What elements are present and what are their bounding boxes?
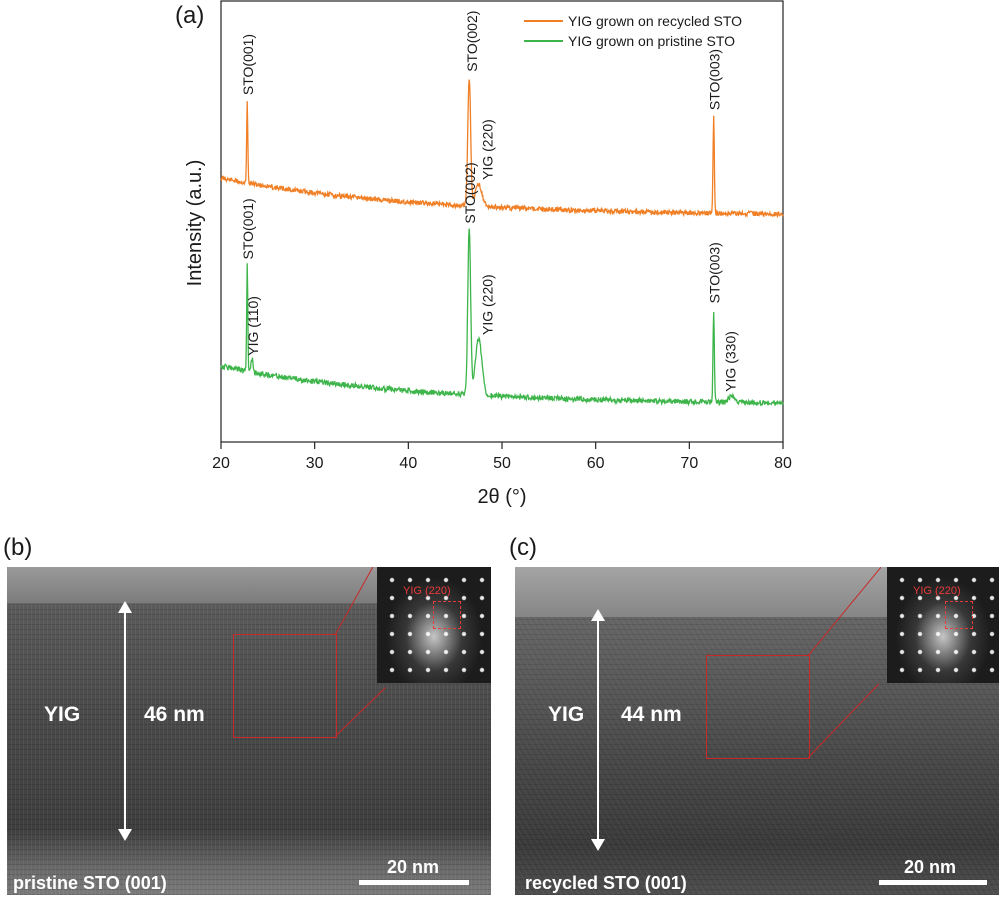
x-tick-label: 60	[587, 455, 605, 472]
legend: YIG grown on recycled STO YIG grown on p…	[524, 13, 742, 49]
layer-label: YIG	[44, 703, 81, 726]
legend-label-recycled: YIG grown on recycled STO	[568, 13, 742, 29]
series-line-recycled	[220, 79, 784, 219]
fft-inset: YIG (220)	[377, 567, 491, 683]
fft-selection-box	[945, 601, 973, 629]
panel-c-label: (c)	[509, 534, 537, 561]
peak-label: YIG (220)	[480, 119, 496, 180]
thickness-label: 46 nm	[144, 703, 205, 726]
x-tick-label: 80	[774, 455, 792, 472]
x-tick-label: 70	[680, 455, 698, 472]
substrate-label: pristine STO (001)	[13, 873, 167, 893]
tem-image-pristine: YIG (220) YIG 46 nm 20 nm pristine STO (…	[7, 567, 491, 895]
thickness-arrow	[118, 601, 132, 841]
peak-label: YIG (110)	[245, 296, 261, 356]
scale-bar	[879, 880, 987, 885]
tem-image-recycled: YIG (220) YIG 44 nm 20 nm recycled STO (…	[515, 567, 999, 895]
x-tick-label: 30	[306, 455, 324, 472]
scale-bar-label: 20 nm	[387, 857, 440, 877]
peak-labels: STO(001) STO(002)YIG (220)STO(003)STO(001…	[240, 11, 738, 392]
legend-label-pristine: YIG grown on pristine STO	[568, 33, 735, 49]
peak-label: STO(002)	[462, 162, 478, 223]
x-tick-label: 20	[212, 455, 230, 472]
y-axis-label: Intensity (a.u.)	[184, 160, 206, 287]
series-line-pristine	[220, 228, 784, 407]
zoom-box	[706, 655, 810, 759]
fft-center-glow	[887, 567, 999, 683]
series-lines	[220, 79, 784, 407]
xrd-chart: 20 30 40 50 60 70 80 STO(001) STO(002)YIG (220)…	[184, 0, 792, 508]
fft-inset-label: YIG (220)	[913, 585, 961, 597]
peak-label: STO(001)	[240, 34, 256, 95]
peak-label: YIG (330)	[722, 331, 738, 392]
fft-inset: YIG (220)	[887, 567, 999, 683]
peak-label: STO(003)	[707, 49, 723, 110]
peak-label: YIG (220)	[480, 274, 496, 335]
panel-a-label: (a)	[175, 2, 205, 29]
plot-frame	[220, 0, 784, 443]
thickness-label: 44 nm	[621, 703, 682, 726]
thickness-arrow	[591, 609, 605, 851]
x-tick-label: 40	[399, 455, 417, 472]
panel-b-label: (b)	[3, 534, 33, 561]
fft-selection-box	[433, 601, 461, 629]
peak-label: STO(002)	[464, 11, 480, 72]
peak-label: STO(001)	[240, 198, 256, 259]
fft-inset-label: YIG (220)	[403, 585, 451, 597]
x-ticks: 20 30 40 50 60 70 80	[212, 442, 792, 472]
substrate-label: recycled STO (001)	[525, 873, 687, 893]
fft-center-glow	[377, 567, 491, 683]
layer-label: YIG	[548, 703, 585, 726]
x-axis-label: 2θ (°)	[477, 486, 526, 508]
peak-label: STO(003)	[707, 242, 723, 303]
x-tick-label: 50	[493, 455, 511, 472]
scale-bar	[359, 880, 469, 885]
scale-bar-label: 20 nm	[904, 857, 957, 877]
zoom-box	[233, 634, 337, 738]
